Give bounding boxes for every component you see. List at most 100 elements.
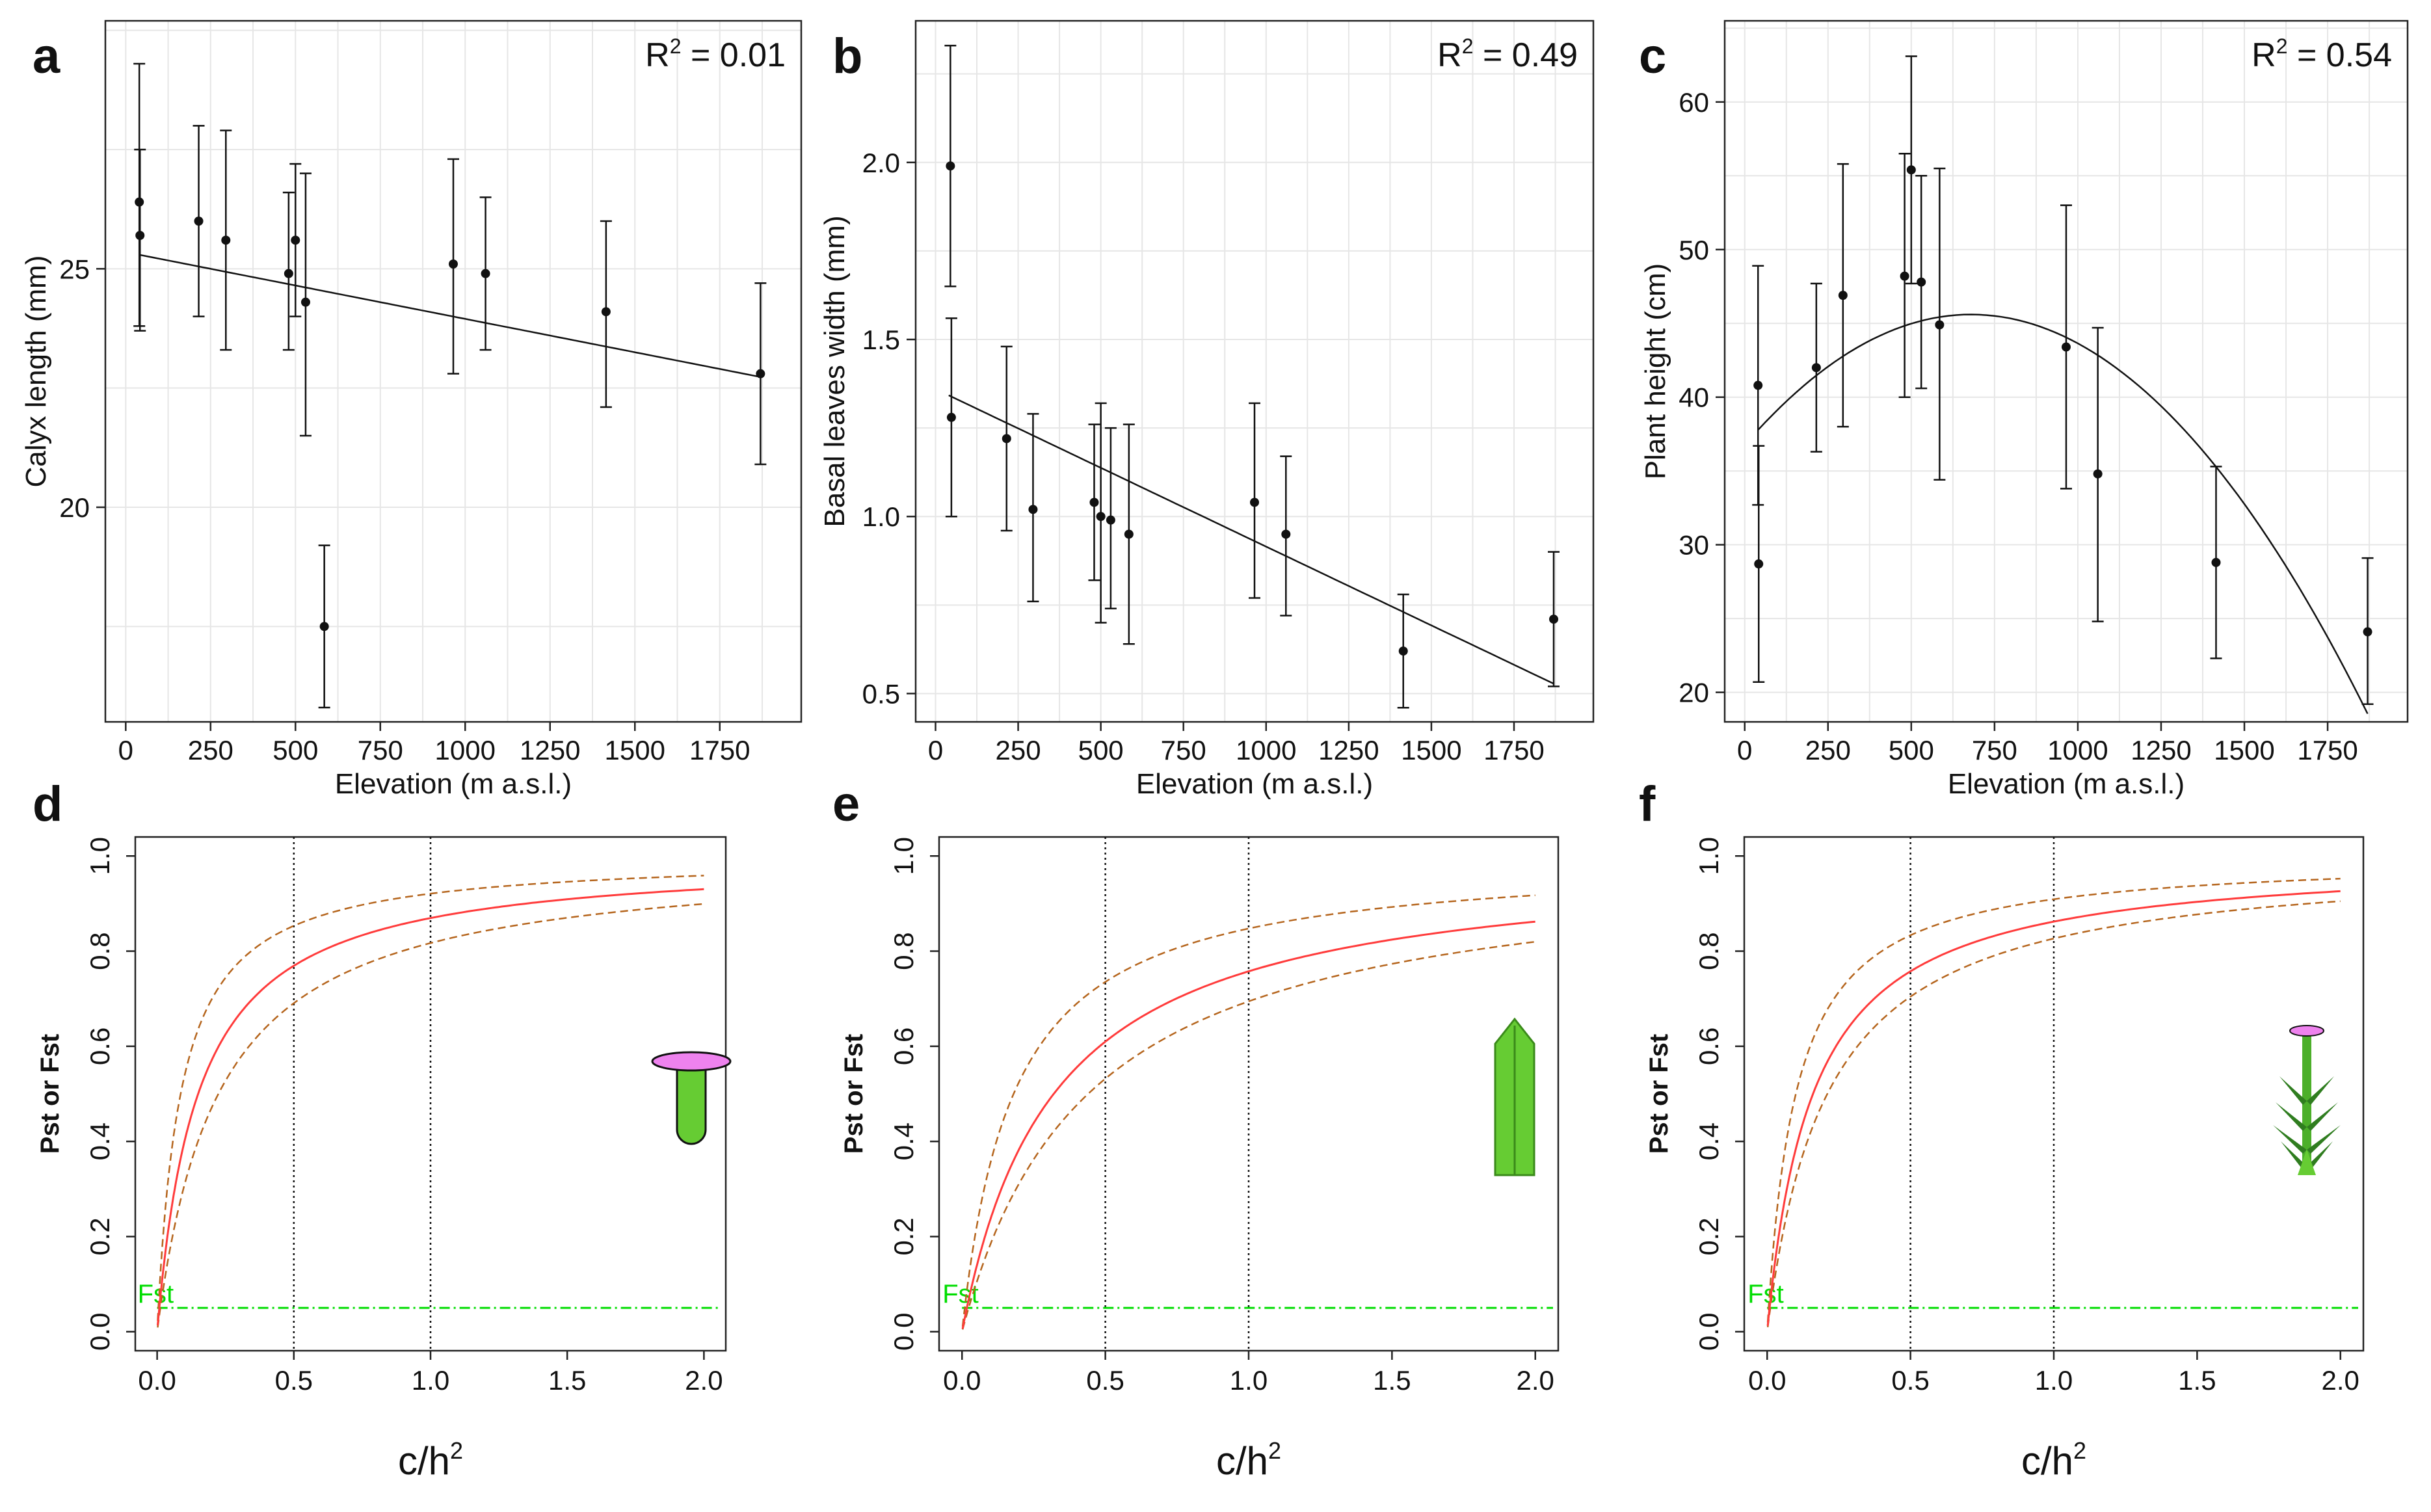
x-tick-label: 1.0 — [412, 1365, 449, 1396]
x-tick-label: 0.0 — [1748, 1365, 1786, 1396]
leaf-icon — [1494, 1017, 1535, 1176]
data-point — [1106, 515, 1115, 525]
y-tick-label: 0.2 — [1694, 1217, 1724, 1255]
y-tick-label: 1.0 — [1694, 837, 1724, 875]
r2-superscript: 2 — [670, 34, 682, 58]
x-tick-label: 250 — [996, 735, 1041, 765]
y-tick-label: 0.5 — [862, 678, 900, 709]
y-tick-label: 1.5 — [862, 325, 900, 355]
panel-letter: e — [832, 776, 860, 832]
x-tick-label: 500 — [272, 735, 318, 765]
x-tick-label: 0.0 — [138, 1365, 176, 1396]
y-tick-label: 0.2 — [888, 1217, 919, 1255]
panel-b: 0 250 500 750 1000 1250 1500 1750 0.5 1.0 1.5 2.0 El… — [819, 20, 1595, 800]
panel-a: 0 250 500 750 1000 1250 1500 1750 20 25 Elevation … — [20, 20, 803, 800]
x-tick-label: 0 — [1737, 735, 1752, 765]
x-title-sup: 2 — [1268, 1437, 1281, 1464]
x-tick-label: 1500 — [605, 735, 665, 765]
x-tick-label: 250 — [188, 735, 233, 765]
y-axis-title: Pst or Fst — [840, 1034, 868, 1154]
plant-leaf-left — [2276, 1102, 2307, 1131]
y-tick-label: 50 — [1679, 235, 1709, 265]
data-point — [1549, 615, 1559, 624]
panel-c: 0 250 500 750 1000 1250 1500 1750 20 30 40 50 60 Elev… — [1639, 20, 2409, 800]
plant-flower — [2289, 1025, 2324, 1037]
panel-letter: a — [33, 29, 60, 84]
y-tick-label: 1.0 — [85, 837, 115, 875]
y-tick-label: 60 — [1679, 87, 1709, 118]
data-point — [2211, 557, 2221, 567]
x-tick-label: 0 — [928, 735, 943, 765]
y-tick-label: 0.6 — [85, 1028, 115, 1065]
data-point — [1754, 559, 1764, 569]
data-point — [601, 307, 611, 317]
pst-curve — [1766, 890, 2341, 1326]
plot-frame — [104, 20, 803, 723]
x-tick-label: 2.0 — [2322, 1365, 2359, 1396]
data-point — [319, 622, 329, 631]
y-tick-label: 40 — [1679, 382, 1709, 413]
y-tick-label: 20 — [59, 492, 90, 523]
data-point — [291, 235, 300, 245]
x-tick-label: 2.0 — [685, 1365, 723, 1396]
x-tick-label: 250 — [1805, 735, 1851, 765]
x-tick-label: 1.0 — [2035, 1365, 2073, 1396]
y-tick-label: 0.8 — [888, 932, 919, 970]
pst-curve — [157, 888, 704, 1326]
r2-annotation: R2 = 0.01 — [645, 34, 786, 74]
data-point — [194, 217, 204, 226]
r2-r: R — [1437, 36, 1462, 74]
x-tick-label: 1250 — [1318, 735, 1379, 765]
y-axis-title: Plant height (cm) — [1640, 263, 1671, 480]
data-point — [1124, 529, 1134, 539]
y-axis-title: Basal leaves width (mm) — [819, 215, 851, 527]
x-tick-label: 0.5 — [1891, 1365, 1929, 1396]
x-tick-label: 1750 — [1483, 735, 1544, 765]
panel-letter: f — [1639, 776, 1656, 832]
data-point — [1281, 529, 1291, 539]
plant-base — [2298, 1149, 2316, 1175]
data-point — [1838, 291, 1848, 300]
pst-ci-lower — [157, 903, 704, 1328]
x-tick-label: 500 — [1889, 735, 1934, 765]
plant-leaf-right — [2307, 1141, 2333, 1170]
pst-ci-upper — [157, 875, 704, 1321]
plant-leaf-left — [2281, 1141, 2307, 1170]
x-tick-label: 1000 — [2047, 735, 2108, 765]
x-axis-title: Elevation (m a.s.l.) — [1948, 768, 2185, 800]
panel-f: 0.0 0.5 1.0 1.5 2.0 0.0 0.2 0.4 0.6 0.8 1.0 c/h2 Pst… — [1639, 776, 2365, 1483]
x-tick-label: 2.0 — [1517, 1365, 1554, 1396]
data-point — [1900, 271, 1909, 281]
data-point — [221, 235, 231, 245]
fit-line — [948, 394, 1554, 685]
x-title-sup: 2 — [2073, 1437, 2086, 1464]
x-title-main: c/h — [1216, 1439, 1268, 1483]
y-tick-label: 20 — [1679, 678, 1709, 708]
y-axis-title: Pst or Fst — [36, 1034, 64, 1154]
data-point — [946, 161, 955, 171]
data-point — [1089, 497, 1099, 507]
fst-label: Fst — [138, 1280, 174, 1308]
x-tick-label: 1500 — [2214, 735, 2274, 765]
x-title-main: c/h — [2021, 1439, 2073, 1483]
plant-leaf-right — [2307, 1102, 2338, 1131]
plant-leaf-right — [2307, 1076, 2334, 1105]
r2-value: = 0.54 — [2288, 36, 2392, 74]
x-tick-label: 1250 — [2131, 735, 2191, 765]
y-tick-label: 0.4 — [85, 1122, 115, 1160]
x-title-sup: 2 — [450, 1437, 463, 1464]
data-point — [2093, 469, 2103, 479]
r2-value: = 0.49 — [1474, 36, 1578, 74]
panel-d: 0.0 0.5 1.0 1.5 2.0 0.0 0.2 0.4 0.6 0.8 1.0 c/h2 Pst… — [33, 776, 732, 1483]
y-tick-label: 25 — [59, 254, 90, 284]
x-tick-label: 0 — [118, 735, 133, 765]
plant-icon — [2273, 1025, 2341, 1175]
r2-superscript: 2 — [2276, 34, 2288, 58]
x-axis-title: Elevation (m a.s.l.) — [335, 768, 572, 800]
y-tick-label: 0.6 — [1694, 1028, 1724, 1065]
pst-ci-lower — [1766, 900, 2341, 1327]
calyx-tube — [676, 1067, 707, 1145]
pst-ci-lower — [961, 940, 1535, 1330]
data-point — [1906, 165, 1916, 175]
fit-line — [139, 254, 761, 378]
